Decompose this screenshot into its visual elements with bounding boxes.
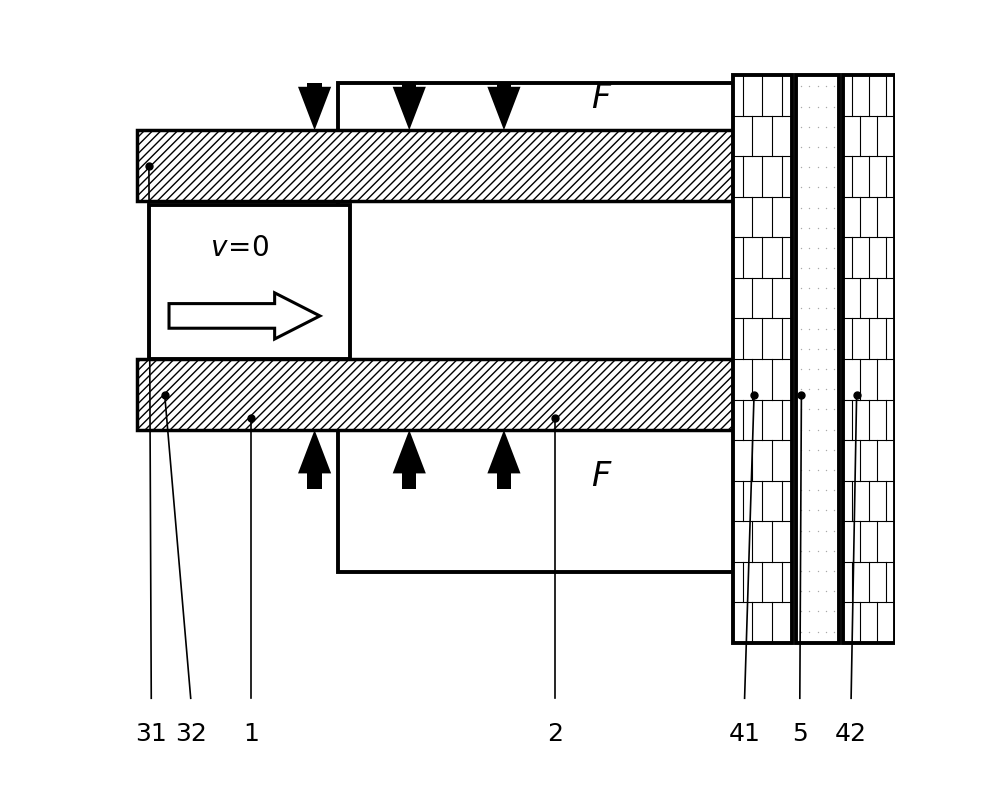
Text: 5: 5 bbox=[792, 722, 808, 746]
Bar bbox=[307, 83, 322, 87]
Polygon shape bbox=[298, 430, 331, 473]
Bar bbox=[796, 75, 839, 643]
Text: 42: 42 bbox=[835, 722, 867, 746]
Text: 41: 41 bbox=[729, 722, 761, 746]
Polygon shape bbox=[393, 430, 426, 473]
Bar bbox=[149, 205, 350, 359]
Bar bbox=[733, 75, 792, 643]
Bar bbox=[137, 359, 733, 430]
Polygon shape bbox=[169, 293, 320, 339]
Bar bbox=[843, 75, 895, 643]
Text: $v\!=\!0$: $v\!=\!0$ bbox=[210, 234, 269, 262]
Bar bbox=[307, 473, 322, 489]
Polygon shape bbox=[298, 87, 331, 130]
Text: $F$: $F$ bbox=[591, 462, 612, 493]
Polygon shape bbox=[487, 430, 521, 473]
Text: 31: 31 bbox=[135, 722, 167, 746]
Polygon shape bbox=[487, 87, 521, 130]
Bar bbox=[338, 83, 737, 572]
Text: $F$: $F$ bbox=[591, 83, 612, 114]
Bar bbox=[497, 83, 511, 87]
Polygon shape bbox=[393, 87, 426, 130]
Text: 1: 1 bbox=[244, 722, 259, 746]
Bar bbox=[402, 83, 416, 87]
Bar bbox=[402, 473, 416, 489]
Text: 32: 32 bbox=[175, 722, 207, 746]
Text: 2: 2 bbox=[547, 722, 563, 746]
Bar bbox=[137, 130, 733, 201]
Bar bbox=[497, 473, 511, 489]
